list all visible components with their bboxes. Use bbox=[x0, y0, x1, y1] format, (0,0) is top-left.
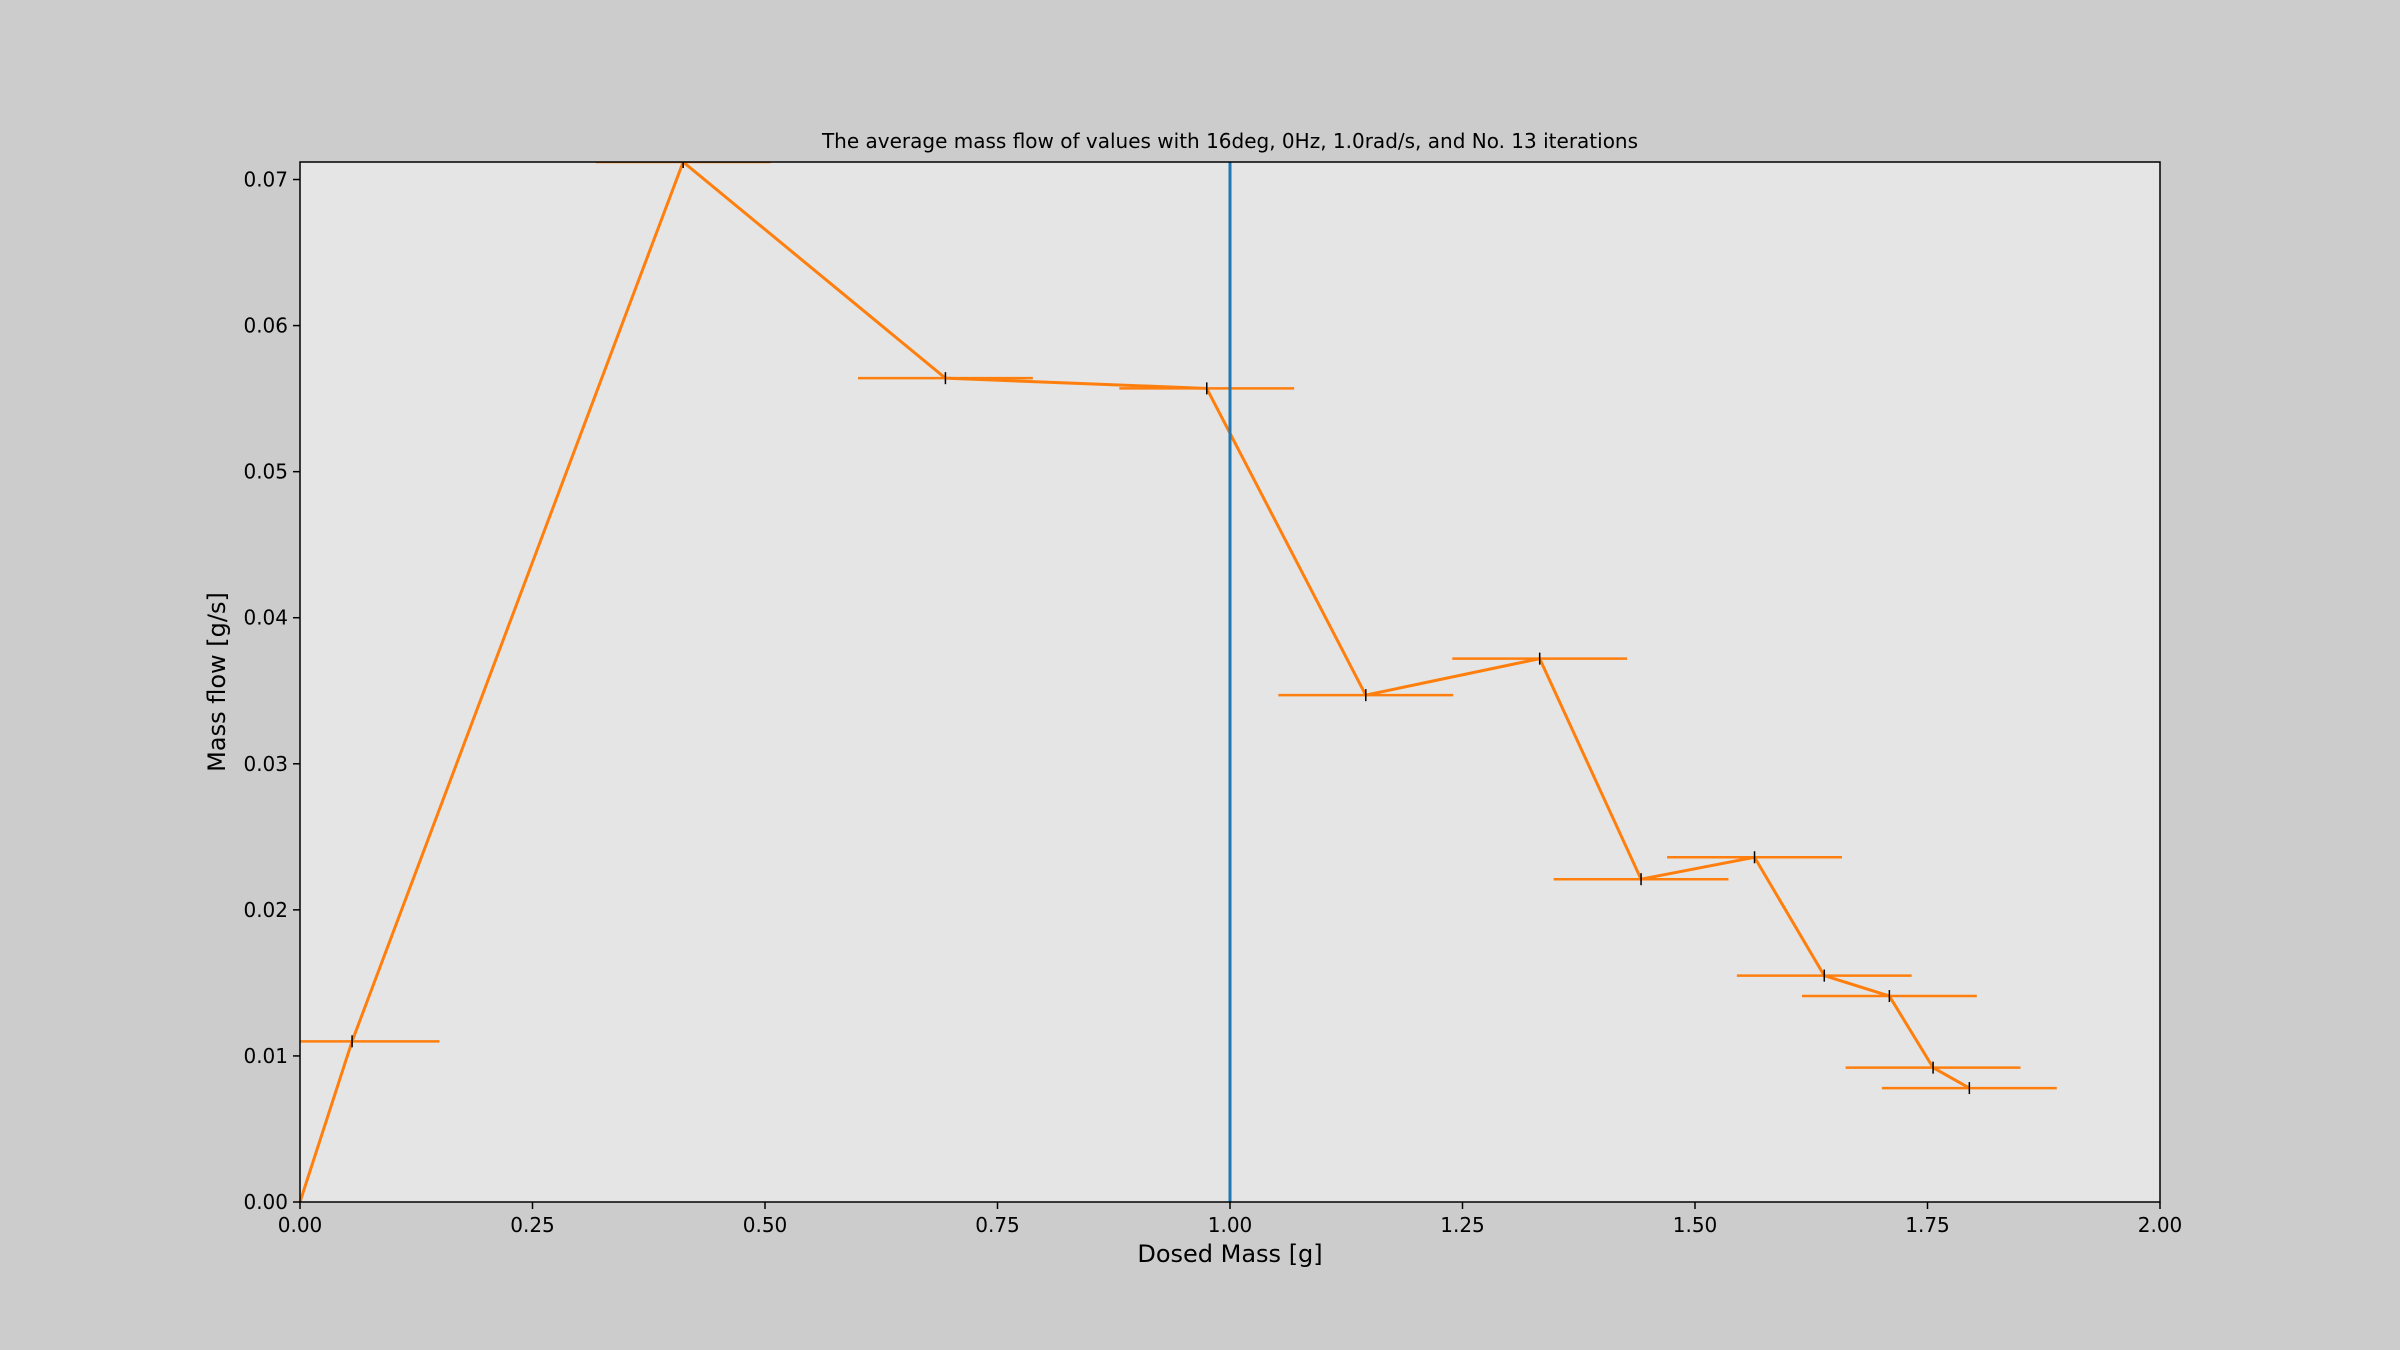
y-tick-label: 0.05 bbox=[243, 460, 288, 484]
y-tick-label: 0.06 bbox=[243, 314, 288, 338]
y-axis-label: Mass flow [g/s] bbox=[203, 592, 231, 772]
chart-title: The average mass flow of values with 16d… bbox=[821, 129, 1638, 153]
x-tick-label: 0.25 bbox=[510, 1213, 555, 1237]
y-tick-label: 0.03 bbox=[243, 752, 288, 776]
x-axis-label: Dosed Mass [g] bbox=[1137, 1240, 1322, 1268]
x-tick-label: 0.75 bbox=[975, 1213, 1020, 1237]
data-markers bbox=[351, 162, 1971, 1095]
y-tick-label: 0.07 bbox=[243, 168, 288, 192]
x-tick-label: 1.50 bbox=[1673, 1213, 1718, 1237]
y-tick-label: 0.02 bbox=[243, 898, 288, 922]
x-tick-label: 0.00 bbox=[278, 1213, 323, 1237]
x-tick-label: 1.00 bbox=[1208, 1213, 1253, 1237]
y-tick-label: 0.04 bbox=[243, 606, 288, 630]
x-tick-label: 1.25 bbox=[1440, 1213, 1485, 1237]
plot-content bbox=[300, 162, 2057, 1202]
x-tick-label: 1.75 bbox=[1905, 1213, 1950, 1237]
y-tick-label: 0.01 bbox=[243, 1044, 288, 1068]
y-axis: 0.00 0.01 0.02 0.03 0.04 0.05 0.06 0.07 bbox=[243, 168, 300, 1214]
x-axis: 0.00 0.25 0.50 0.75 1.00 1.25 1.50 1.75 2.00 bbox=[278, 1202, 2183, 1237]
y-tick-label: 0.00 bbox=[243, 1190, 288, 1214]
x-tick-label: 2.00 bbox=[2138, 1213, 2183, 1237]
x-tick-label: 0.50 bbox=[743, 1213, 788, 1237]
